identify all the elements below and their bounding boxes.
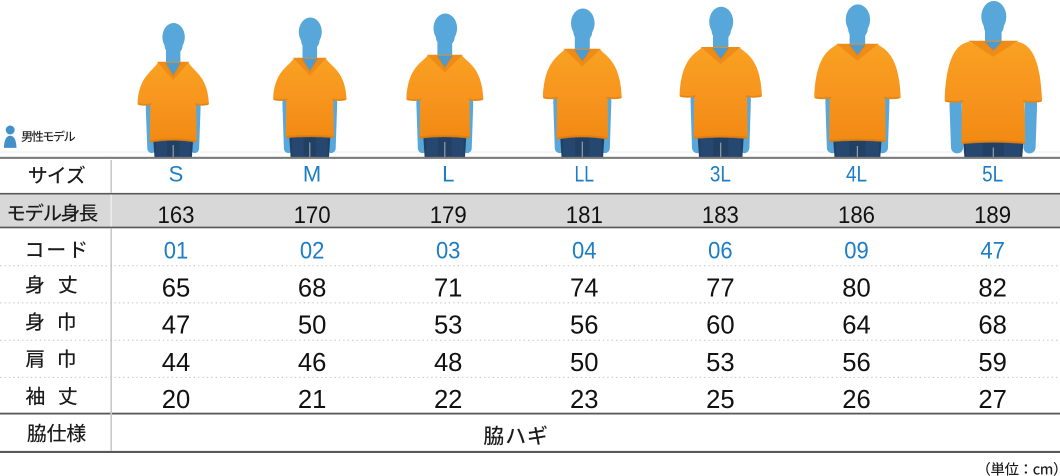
svg-text:189: 189 [974,202,1011,229]
svg-text:80: 80 [842,273,871,303]
svg-text:56: 56 [842,347,871,377]
svg-text:53: 53 [434,310,463,340]
svg-text:163: 163 [158,202,195,229]
svg-text:L: L [442,161,454,186]
svg-text:04: 04 [572,237,597,264]
svg-text:M: M [303,161,321,186]
svg-text:170: 170 [294,202,331,229]
svg-text:53: 53 [706,347,735,377]
svg-text:3L: 3L [710,161,731,186]
svg-text:S: S [169,161,184,186]
svg-text:64: 64 [842,310,871,340]
svg-text:48: 48 [434,347,463,377]
svg-text:179: 179 [430,202,467,229]
svg-text:74: 74 [570,273,599,303]
svg-text:4L: 4L [846,161,867,186]
svg-text:77: 77 [706,273,735,303]
svg-text:20: 20 [162,384,191,414]
svg-text:21: 21 [298,384,327,414]
svg-text:186: 186 [838,202,875,229]
svg-text:71: 71 [434,273,463,303]
svg-text:82: 82 [978,273,1007,303]
svg-text:01: 01 [164,237,189,264]
svg-text:09: 09 [844,237,869,264]
svg-text:68: 68 [298,273,327,303]
svg-text:65: 65 [162,273,191,303]
svg-text:25: 25 [706,384,735,414]
svg-text:46: 46 [298,347,327,377]
svg-text:26: 26 [842,384,871,414]
svg-text:03: 03 [436,237,461,264]
svg-text:183: 183 [702,202,739,229]
svg-text:5L: 5L [982,161,1003,186]
svg-text:23: 23 [570,384,599,414]
svg-text:68: 68 [978,310,1007,340]
svg-text:47: 47 [980,237,1005,264]
svg-text:59: 59 [978,347,1007,377]
svg-text:50: 50 [298,310,327,340]
svg-text:181: 181 [566,202,603,229]
svg-text:50: 50 [570,347,599,377]
svg-text:27: 27 [978,384,1007,414]
svg-text:22: 22 [434,384,463,414]
svg-text:44: 44 [162,347,191,377]
svg-text:56: 56 [570,310,599,340]
svg-text:02: 02 [300,237,325,264]
svg-text:LL: LL [575,161,595,186]
svg-text:06: 06 [708,237,733,264]
svg-text:47: 47 [162,310,191,340]
svg-text:60: 60 [706,310,735,340]
